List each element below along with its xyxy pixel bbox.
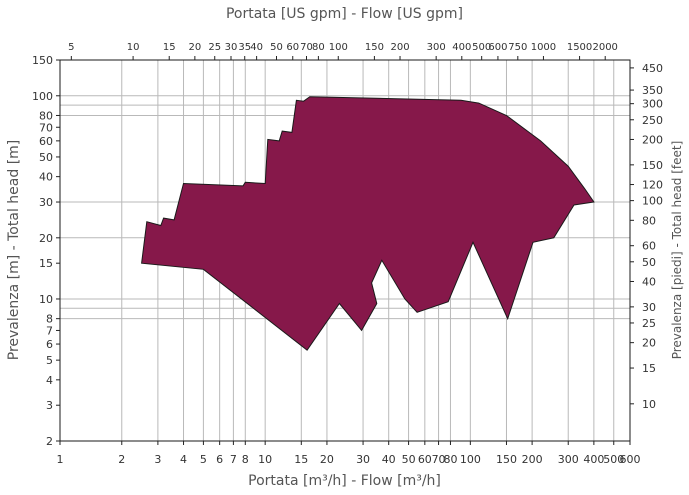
right-tick-label: 30 (642, 301, 656, 314)
top-axis-title: Portata [US gpm] - Flow [US gpm] (225, 6, 464, 22)
right-tick-label: 25 (642, 317, 656, 330)
right-tick-label: 150 (642, 159, 663, 172)
right-tick-label: 200 (642, 133, 663, 146)
bottom-axis-title: Portata [m³/h] - Flow [m³/h] (248, 473, 441, 489)
x-tick-label: 80 (443, 453, 457, 466)
top-tick-label: 25 (208, 42, 221, 53)
right-tick-label: 120 (642, 179, 663, 192)
right-tick-label: 450 (642, 62, 663, 75)
x-tick-label: 10 (258, 453, 272, 466)
top-tick-label: 40 (250, 42, 263, 53)
right-tick-label: 10 (642, 398, 656, 411)
x-tick-label: 6 (216, 453, 223, 466)
top-tick-label: 15 (163, 42, 176, 53)
top-tick-label: 10 (127, 42, 140, 53)
right-tick-label: 80 (642, 214, 656, 227)
x-tick-label: 15 (294, 453, 308, 466)
x-tick-label: 40 (382, 453, 396, 466)
plot-frame (59, 59, 631, 442)
x-tick-label: 1 (57, 453, 64, 466)
x-tick-label: 4 (180, 453, 187, 466)
y-tick-label: 3 (46, 399, 53, 412)
y-tick-label: 8 (46, 313, 53, 326)
y-tick-label: 150 (32, 54, 53, 67)
y-tick-label: 40 (39, 171, 53, 184)
x-tick-label: 500 (603, 453, 624, 466)
top-tick-label: 100 (329, 42, 348, 53)
top-tick-label: 750 (508, 42, 527, 53)
x-tick-label: 5 (200, 453, 207, 466)
top-tick-label: 500 (472, 42, 491, 53)
y-tick-label: 5 (46, 354, 53, 367)
right-tick-label: 20 (642, 337, 656, 350)
y-tick-label: 70 (39, 121, 53, 134)
x-tick-label: 400 (583, 453, 604, 466)
x-tick-label: 7 (230, 453, 237, 466)
y-tick-label: 100 (32, 90, 53, 103)
right-tick-label: 60 (642, 240, 656, 253)
top-tick-label: 60 (286, 42, 299, 53)
x-tick-label: 300 (558, 453, 579, 466)
operating-range-area (141, 96, 595, 351)
top-tick-label: 300 (427, 42, 446, 53)
y-tick-label: 50 (39, 151, 53, 164)
x-tick-label: 30 (356, 453, 370, 466)
x-tick-label: 3 (154, 453, 161, 466)
right-tick-label: 350 (642, 84, 663, 97)
top-tick-label: 2000 (592, 42, 617, 53)
top-tick-label: 35 (238, 42, 251, 53)
y-tick-label: 2 (46, 435, 53, 448)
top-tick-label: 80 (312, 42, 325, 53)
x-tick-label: 8 (242, 453, 249, 466)
top-tick-label: 1000 (531, 42, 556, 53)
x-tick-label: 50 (402, 453, 416, 466)
right-tick-label: 100 (642, 195, 663, 208)
y-tick-label: 4 (46, 374, 53, 387)
top-tick-label: 200 (390, 42, 409, 53)
x-tick-label: 100 (460, 453, 481, 466)
x-tick-label: 70 (432, 453, 446, 466)
right-tick-label: 50 (642, 256, 656, 269)
right-tick-label: 15 (642, 362, 656, 375)
top-tick-label: 20 (188, 42, 201, 53)
x-tick-label: 20 (320, 453, 334, 466)
y-tick-label: 60 (39, 135, 53, 148)
top-tick-label: 1500 (567, 42, 592, 53)
y-tick-label: 10 (39, 293, 53, 306)
top-tick-label: 70 (300, 42, 313, 53)
top-tick-label: 5 (68, 42, 74, 53)
x-tick-label: 600 (620, 453, 641, 466)
y-tick-label: 6 (46, 338, 53, 351)
top-tick-label: 50 (270, 42, 283, 53)
y-tick-label: 20 (39, 232, 53, 245)
right-tick-label: 250 (642, 114, 663, 127)
y-tick-label: 15 (39, 257, 53, 270)
x-tick-label: 150 (496, 453, 517, 466)
y-tick-label: 7 (46, 324, 53, 337)
right-tick-label: 40 (642, 275, 656, 288)
right-tick-label: 300 (642, 98, 663, 111)
top-tick-label: 400 (452, 42, 471, 53)
top-tick-label: 30 (225, 42, 238, 53)
top-tick-label: 150 (365, 42, 384, 53)
x-tick-label: 60 (418, 453, 432, 466)
top-tick-label: 600 (488, 42, 507, 53)
y-tick-label: 80 (39, 109, 53, 122)
y-tick-label: 30 (39, 196, 53, 209)
x-tick-label: 200 (522, 453, 543, 466)
x-tick-label: 2 (118, 453, 125, 466)
